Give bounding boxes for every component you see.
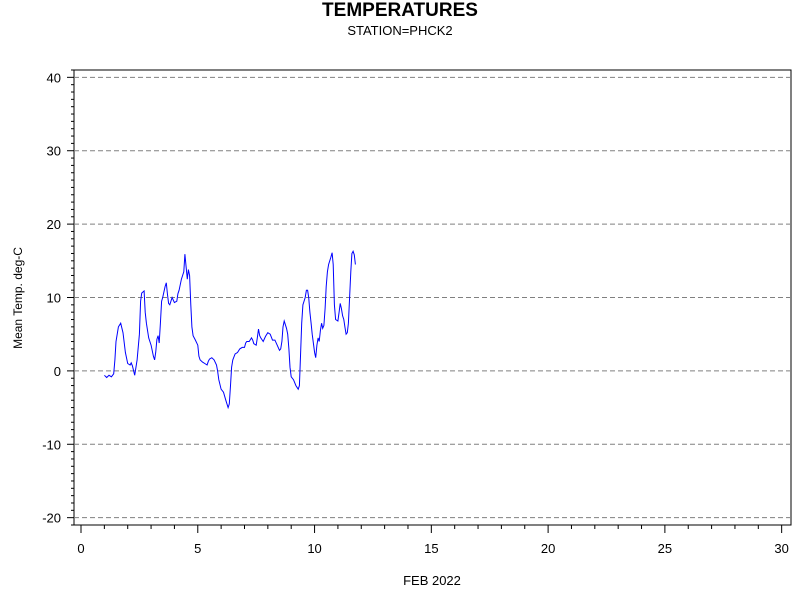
series-line	[104, 250, 356, 410]
y-tick-label: 40	[47, 70, 61, 85]
y-tick-label: -10	[42, 437, 61, 452]
minor-ticks	[71, 69, 759, 529]
x-tick-label: 10	[307, 541, 321, 556]
y-tick-label: 30	[47, 144, 61, 159]
y-tick-label: 10	[47, 291, 61, 306]
x-tick-label: 25	[658, 541, 672, 556]
chart-title: TEMPERATURES	[322, 0, 478, 21]
x-tick-label: 30	[774, 541, 788, 556]
y-tick-label: -20	[42, 511, 61, 526]
x-axis-label: FEB 2022	[403, 573, 461, 588]
chart-subtitle: STATION=PHCK2	[347, 23, 453, 38]
y-axis-label: Mean Temp. deg-C	[11, 247, 25, 349]
y-tick-label: 0	[54, 364, 61, 379]
tick-labels: -20 -10 0 10 20 30 40 0 5 10 15 20 25 30	[42, 70, 789, 556]
y-tick-label: 20	[47, 217, 61, 232]
x-tick-label: 15	[424, 541, 438, 556]
x-tick-label: 0	[77, 541, 84, 556]
x-tick-label: 20	[541, 541, 555, 556]
grid-lines	[74, 76, 791, 519]
major-ticks	[67, 76, 783, 533]
x-tick-label: 5	[194, 541, 201, 556]
